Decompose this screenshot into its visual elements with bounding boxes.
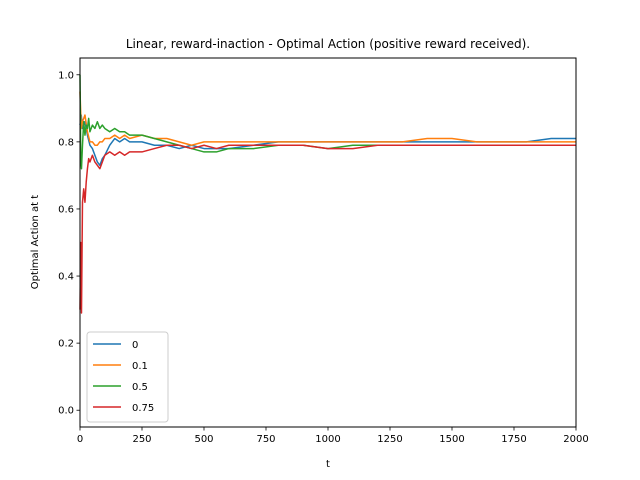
legend-label-3: 0.75	[132, 403, 154, 414]
x-tick-label: 500	[194, 434, 213, 445]
plot-lines	[79, 74, 576, 314]
y-tick-label: 0.4	[58, 272, 74, 283]
y-tick-label: 0.2	[58, 339, 74, 350]
legend-label-2: 0.5	[132, 382, 148, 393]
legend-label-1: 0.1	[132, 361, 148, 372]
y-axis-label: Optimal Action at t	[30, 195, 41, 289]
series-line-3	[79, 144, 576, 314]
legend: 0 0.1 0.5 0.75	[86, 331, 169, 423]
x-axis-label: t	[326, 459, 330, 470]
legend-box	[86, 331, 169, 423]
x-tick-label: 1500	[439, 434, 464, 445]
y-tick-label: 0.8	[58, 137, 74, 148]
y-tick-label: 1.0	[58, 70, 74, 81]
x-tick-label: 250	[132, 434, 151, 445]
x-axis-ticks: 0 250 500 750 1000 1250 1500 1750 2000	[77, 427, 589, 445]
legend-label-0: 0	[132, 340, 138, 351]
y-tick-label: 0.0	[58, 406, 74, 417]
y-axis-ticks: 0.0 0.2 0.4 0.6 0.8 1.0	[58, 70, 80, 417]
x-tick-label: 1250	[377, 434, 402, 445]
y-tick-label: 0.6	[58, 204, 74, 215]
x-tick-label: 0	[77, 434, 83, 445]
series-line-0	[79, 114, 576, 167]
x-tick-label: 2000	[563, 434, 588, 445]
x-tick-label: 750	[256, 434, 275, 445]
series-line-1	[79, 91, 576, 146]
x-tick-label: 1000	[315, 434, 340, 445]
x-tick-label: 1750	[501, 434, 526, 445]
series-line-2	[79, 74, 576, 170]
chart-title: Linear, reward-inaction - Optimal Action…	[126, 37, 530, 51]
